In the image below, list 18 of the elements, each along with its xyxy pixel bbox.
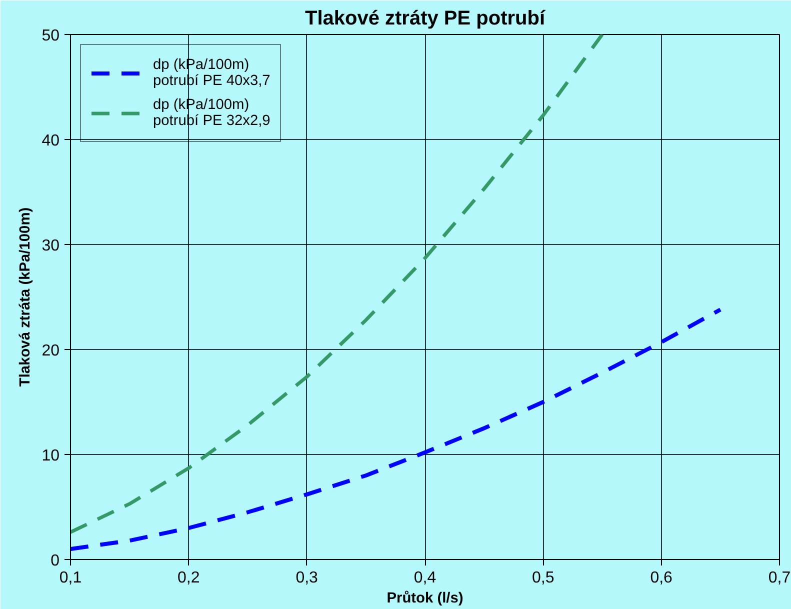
x-tick-label: 0,6 — [650, 570, 673, 586]
y-tick-label: 30 — [42, 238, 60, 254]
x-tick-label: 0,3 — [296, 570, 318, 586]
x-axis-title: Průtok (l/s) — [386, 590, 464, 606]
x-tick-label: 0,1 — [59, 570, 82, 586]
y-tick-label: 40 — [42, 132, 60, 150]
y-tick-label: 20 — [42, 342, 60, 360]
x-tick-label: 0,7 — [768, 570, 791, 586]
x-tick-label: 0,4 — [414, 570, 436, 586]
x-tick-label: 0,2 — [178, 570, 200, 586]
x-tick-label: 0,5 — [532, 570, 554, 586]
y-axis-title: Tlaková ztráta (kPa/100m) — [18, 207, 34, 387]
line-series — [70, 34, 604, 534]
y-tick-label: 10 — [42, 448, 60, 464]
line-series — [70, 308, 722, 551]
y-tick-label: 0 — [50, 552, 60, 570]
chart-title: Tlakové ztráty PE potrubí — [304, 8, 546, 30]
y-tick-label: 50 — [42, 28, 60, 44]
